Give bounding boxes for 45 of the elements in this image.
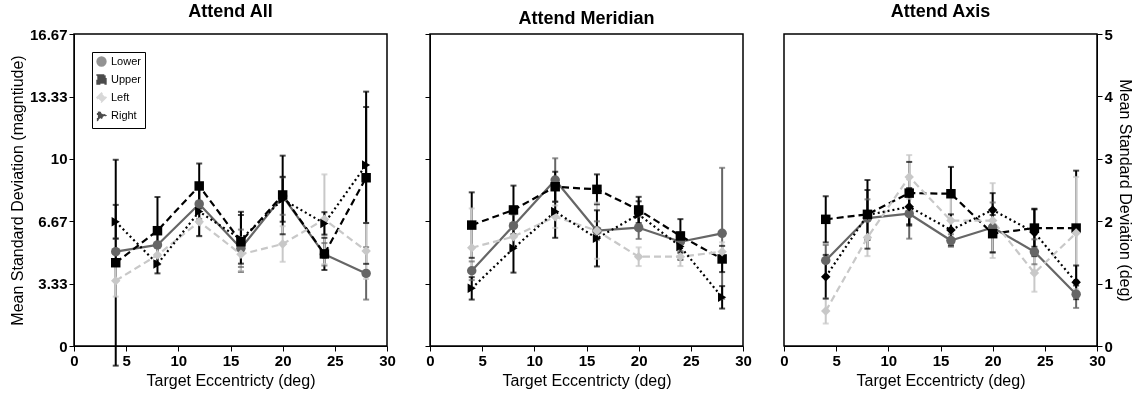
x-axis-title: Target Eccentricty (deg) [146,371,316,389]
legend-label: Lower [111,54,142,67]
y-tick-label: 13.33 [29,88,68,106]
chart-title: Attend All [188,1,273,21]
y2-tick-label: 5 [1104,25,1113,43]
y-tick-label: 0 [59,337,68,355]
x-tick-label: 25 [326,351,344,369]
y-axis-title: Mean Standard Deviation (magntiude) [8,55,26,326]
y2-tick-label: 2 [1104,212,1113,230]
x-axis-title: Target Eccentricty (deg) [856,371,1026,389]
legend-label: Left [111,90,130,103]
y-tick-label: 3.33 [38,275,68,293]
x-tick-label: 10 [170,351,188,369]
x-tick-label: 20 [630,351,648,369]
y-tick-label: 6.67 [38,212,68,230]
x-tick-label: 25 [682,351,700,369]
x-tick-label: 10 [526,351,544,369]
y2-tick-label: 3 [1104,150,1113,168]
x-axis-title: Target Eccentricty (deg) [502,371,672,389]
x-tick-label: 0 [70,351,79,369]
x-tick-label: 20 [984,351,1002,369]
y-tick-label: 16.67 [29,25,68,43]
x-tick-label: 5 [832,351,841,369]
x-tick-label: 5 [478,351,487,369]
x-tick-label: 15 [222,351,240,369]
legend-label: Upper [111,72,142,85]
x-tick-label: 25 [1036,351,1054,369]
legend-label: Right [111,108,137,121]
y2-tick-label: 0 [1104,337,1113,355]
x-tick-label: 10 [880,351,898,369]
x-tick-label: 15 [932,351,950,369]
chart-title: Attend Axis [890,1,991,21]
y-tick-label: 10 [50,150,68,168]
x-tick-label: 20 [274,351,292,369]
chart-title: Attend Meridian [518,7,655,28]
x-tick-label: 0 [780,351,789,369]
x-tick-label: 30 [379,351,396,369]
y2-tick-label: 1 [1104,275,1113,293]
x-tick-label: 30 [1089,351,1106,369]
x-tick-label: 30 [735,351,752,369]
y2-tick-label: 4 [1104,87,1114,105]
y2-axis-title: Mean Standard Deviation (deg) [1116,79,1134,302]
x-tick-label: 5 [122,351,131,369]
x-tick-label: 15 [578,351,596,369]
x-tick-label: 0 [426,351,435,369]
